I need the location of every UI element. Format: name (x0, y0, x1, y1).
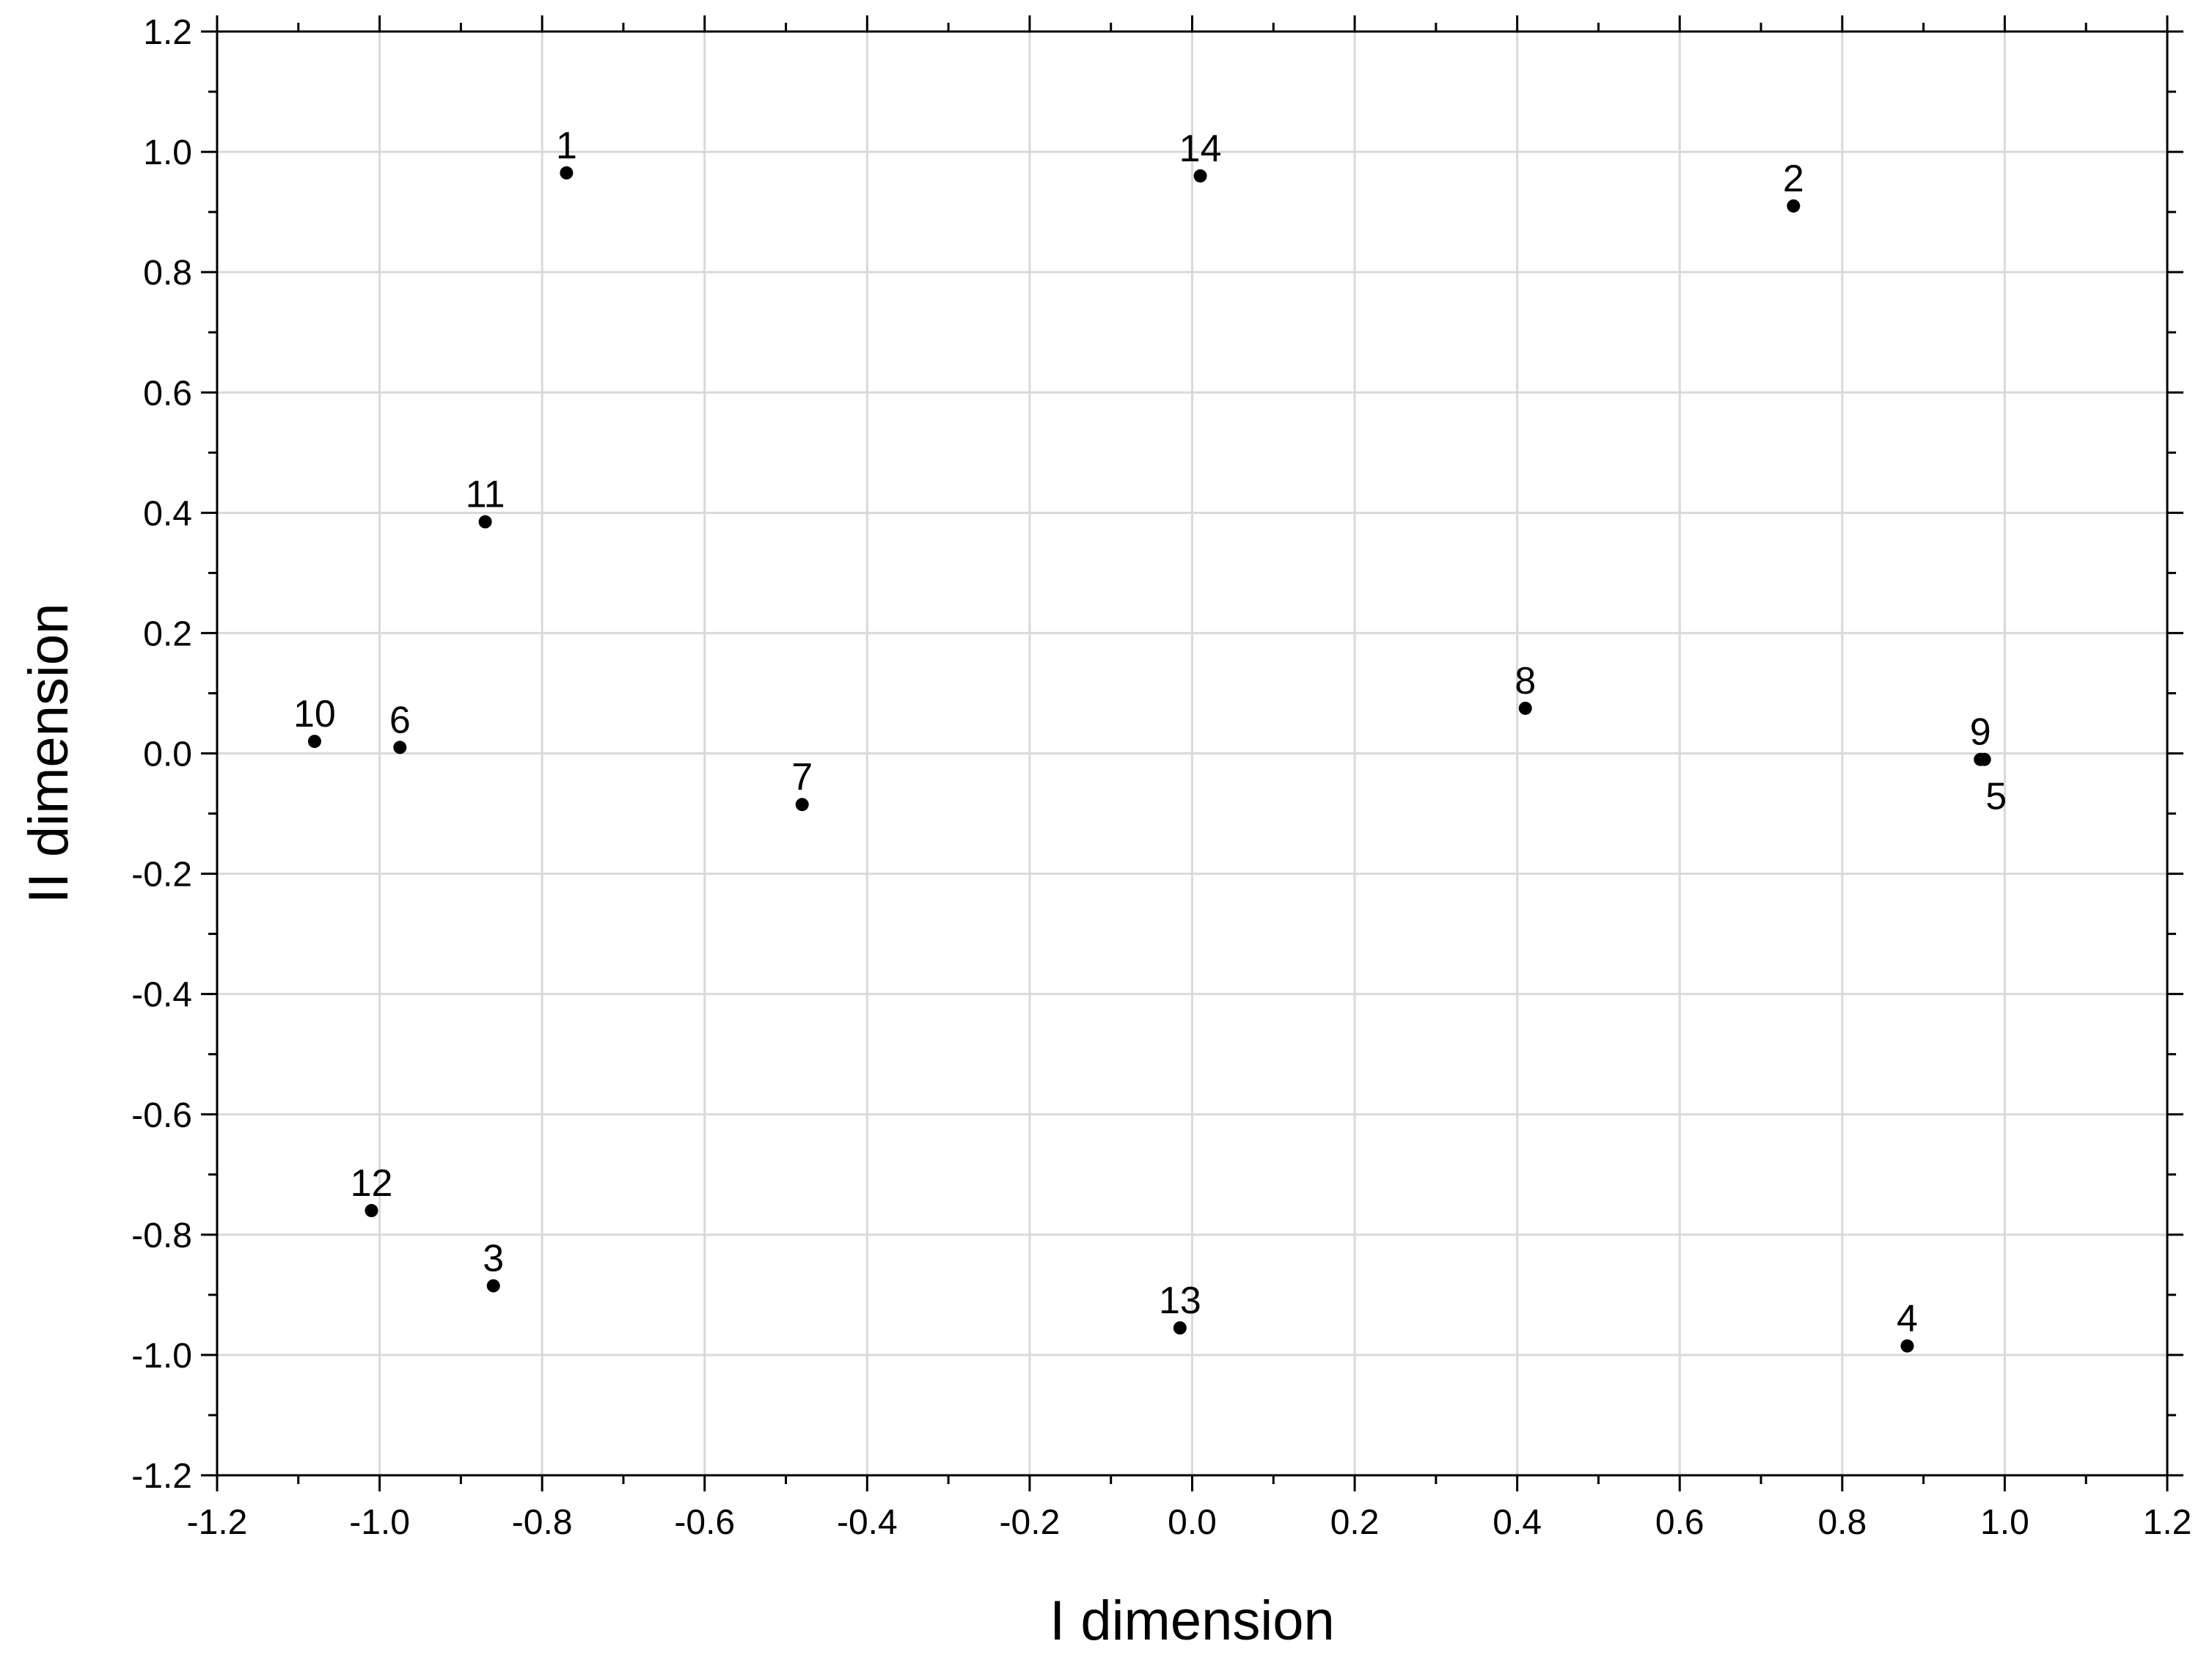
point-label-5: 5 (1985, 776, 2007, 818)
point-label-1: 1 (556, 125, 577, 167)
y-tick-label: 1.0 (143, 133, 192, 172)
y-tick-label: 0.2 (143, 614, 192, 653)
x-tick-label: -0.4 (837, 1503, 898, 1542)
x-tick-label: 0.4 (1493, 1503, 1542, 1542)
point-label-4: 4 (1897, 1298, 1918, 1340)
data-point-7 (795, 798, 809, 812)
x-tick-label: 0.6 (1655, 1503, 1704, 1542)
data-point-6 (393, 741, 407, 755)
point-label-7: 7 (791, 756, 813, 799)
data-point-13 (1173, 1321, 1187, 1335)
data-point-11 (478, 515, 492, 529)
axis-ticks (201, 15, 2183, 1491)
data-point-14 (1193, 169, 1207, 183)
point-label-13: 13 (1159, 1280, 1201, 1322)
x-tick-label: 0.8 (1817, 1503, 1867, 1542)
point-label-3: 3 (483, 1238, 504, 1280)
data-point-1 (560, 166, 574, 180)
y-tick-label: 0.6 (143, 374, 192, 413)
point-label-11: 11 (466, 474, 505, 516)
x-tick-label: -1.0 (349, 1503, 410, 1542)
point-label-10: 10 (293, 693, 336, 735)
x-tick-label: -1.2 (187, 1503, 248, 1542)
x-tick-label: 0.2 (1330, 1503, 1380, 1542)
y-tick-label: -0.6 (131, 1096, 192, 1135)
x-axis-tick-labels: -1.2 -1.0 -0.8 -0.6 -0.4 -0.2 0.0 0.2 0.4 0.6 0.8 1… (187, 1503, 2192, 1542)
point-label-6: 6 (389, 699, 411, 741)
y-tick-label: -0.4 (131, 976, 192, 1015)
data-point-4 (1900, 1339, 1914, 1353)
data-point-12 (365, 1204, 378, 1218)
data-point-10 (307, 735, 321, 749)
y-tick-label: 0.4 (143, 494, 192, 533)
y-tick-label: -0.2 (131, 856, 192, 895)
point-label-14: 14 (1179, 128, 1222, 170)
y-axis-label: II dimension (18, 603, 80, 904)
y-tick-label: 1.2 (143, 13, 192, 52)
data-point-2 (1787, 199, 1801, 213)
y-tick-label: -1.0 (131, 1337, 192, 1376)
data-point-8 (1518, 701, 1532, 715)
y-tick-label: -0.8 (131, 1216, 192, 1255)
y-tick-label: 0.0 (143, 735, 192, 774)
data-point-3 (486, 1279, 500, 1293)
gridlines (217, 32, 2167, 1475)
x-tick-label: -0.6 (674, 1503, 735, 1542)
x-tick-label: -0.8 (512, 1503, 573, 1542)
y-axis-tick-labels: -1.2 -1.0 -0.8 -0.6 -0.4 -0.2 0.0 0.2 0.4 0.6 0.8 1… (131, 13, 192, 1496)
point-label-8: 8 (1515, 660, 1536, 702)
x-tick-label: 1.0 (1980, 1503, 2029, 1542)
data-points (307, 166, 1991, 1353)
data-point-9 (1974, 752, 1988, 766)
x-tick-label: 1.2 (2143, 1503, 2192, 1542)
point-label-2: 2 (1783, 158, 1804, 200)
x-axis-label: I dimension (1050, 1590, 1335, 1652)
y-tick-label: -1.2 (131, 1457, 192, 1496)
x-tick-label: -0.2 (1000, 1503, 1061, 1542)
point-label-9: 9 (1970, 711, 1991, 754)
point-label-12: 12 (351, 1162, 393, 1205)
x-tick-label: 0.0 (1168, 1503, 1217, 1542)
y-tick-label: 0.8 (143, 254, 192, 293)
